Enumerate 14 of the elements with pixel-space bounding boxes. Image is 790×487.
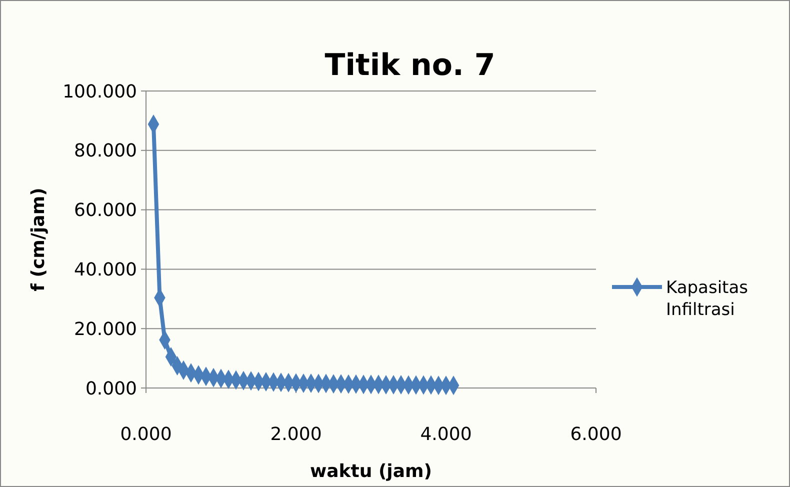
legend-label: Kapasitas Infiltrasi (666, 278, 748, 320)
y-tick-label: 100.000 (62, 81, 137, 102)
y-tick-label: 60.000 (74, 200, 137, 222)
y-tick-label: 0.000 (85, 378, 137, 400)
y-axis-title: f (cm/jam) (28, 188, 49, 292)
chart-title: Titik no. 7 (324, 48, 496, 83)
y-tick-label: 40.000 (74, 260, 137, 280)
y-tick-label: 20.000 (74, 318, 137, 340)
x-tick-label: 0.000 (120, 424, 172, 445)
y-tick-label: 80.000 (74, 140, 137, 162)
x-tick-label: 6.000 (570, 424, 622, 445)
x-tick-label: 4.000 (420, 424, 472, 445)
x-axis-title: waktu (jam) (310, 461, 432, 482)
x-tick-label: 2.000 (270, 424, 322, 445)
